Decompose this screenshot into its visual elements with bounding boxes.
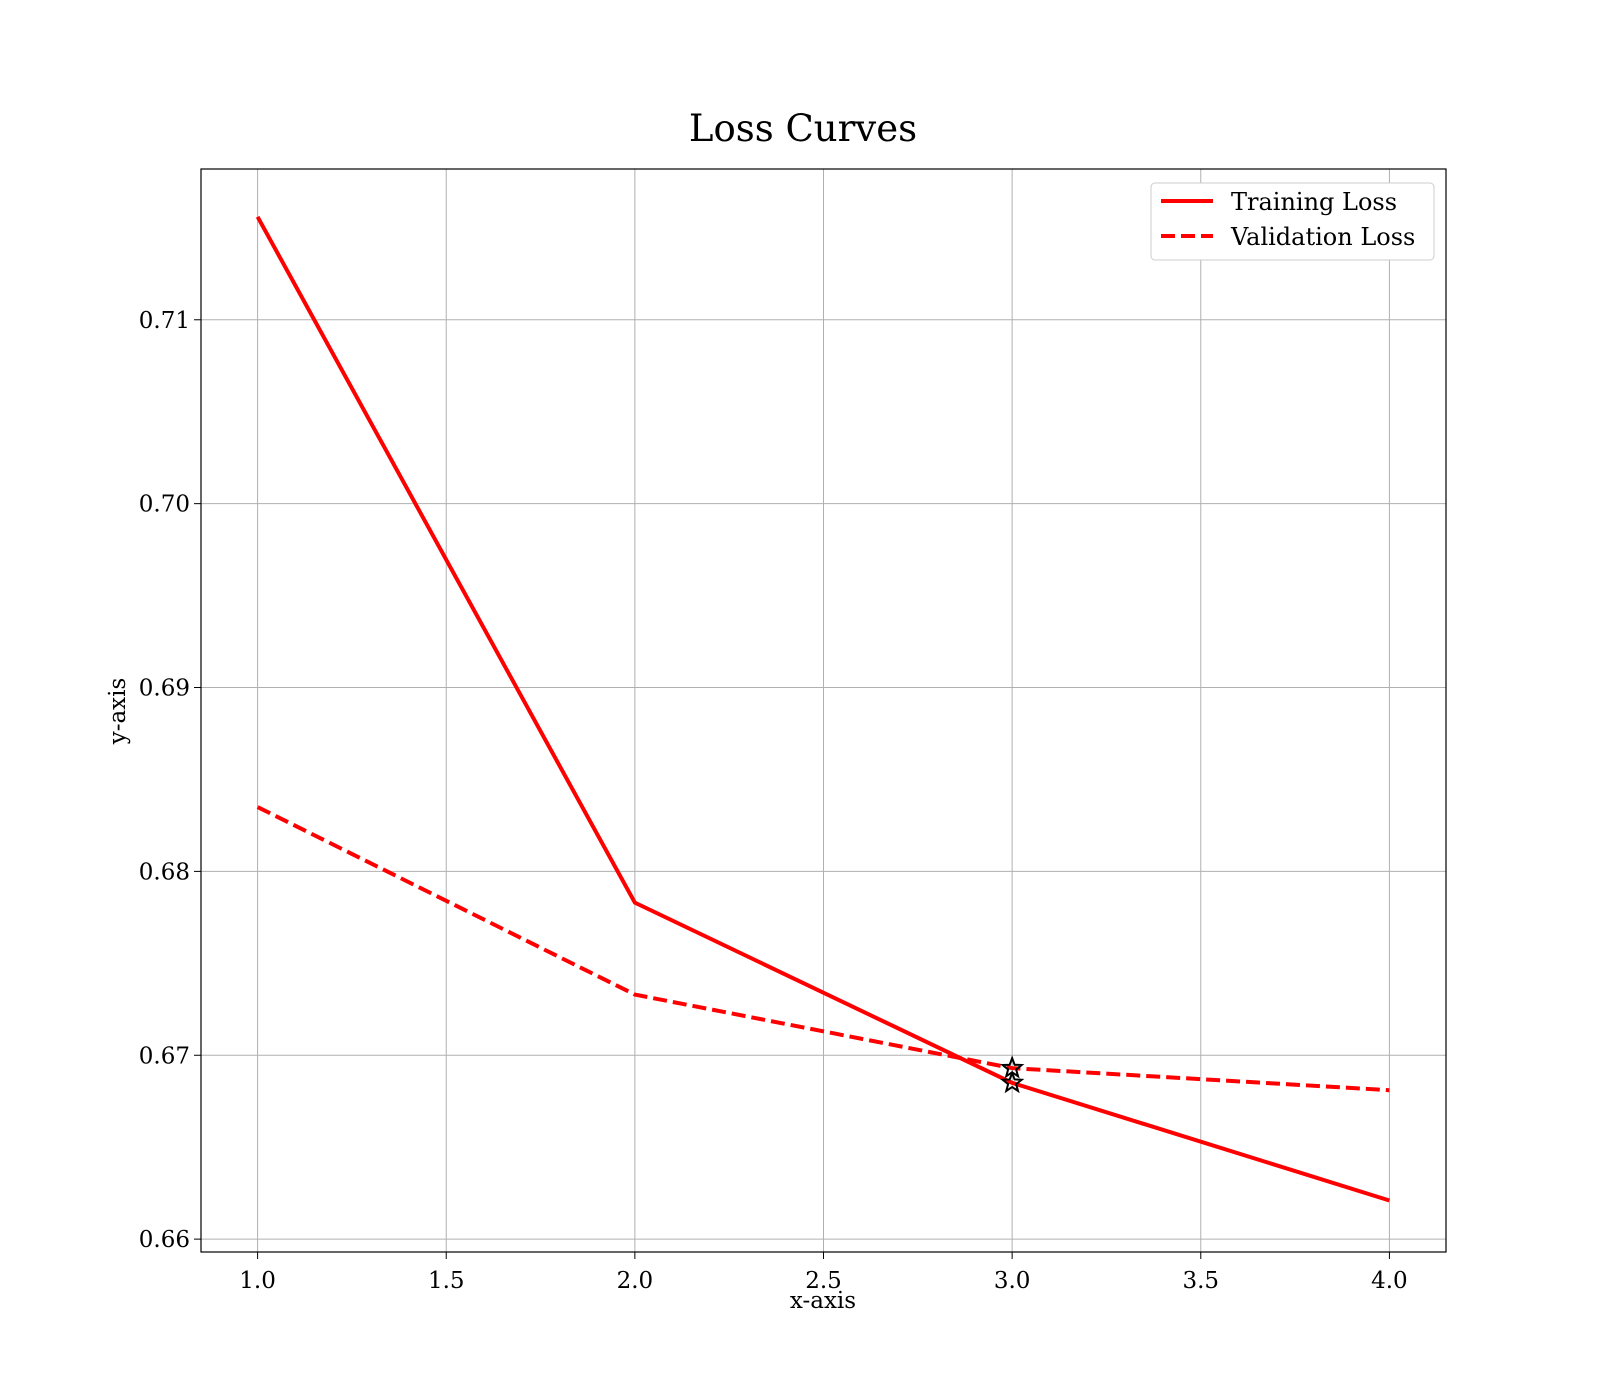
- y-tick-label: 0.70: [139, 492, 190, 518]
- x-tick-label: 3.5: [1182, 1268, 1219, 1294]
- star-marker: [999, 1069, 1025, 1094]
- y-axis-ticks: 0.66 0.67 0.68 0.69 0.70 0.71: [139, 308, 201, 1253]
- y-tick-label: 0.69: [139, 676, 190, 702]
- legend-label-validation-loss: Validation Loss: [1230, 223, 1415, 251]
- legend: Training Loss Validation Loss: [1150, 182, 1435, 261]
- marker-layer: [999, 1055, 1025, 1094]
- series-line-training-loss: [255, 215, 1391, 1203]
- x-tick-label: 3.0: [994, 1268, 1031, 1294]
- x-axis-label: x-axis: [790, 1288, 856, 1314]
- x-tick-label: 1.0: [239, 1268, 276, 1294]
- x-tick-label: 2.0: [617, 1268, 654, 1294]
- x-axis-ticks: 1.0 1.5 2.0 2.5 3.0 3.5 4.0: [239, 1252, 1408, 1294]
- series-layer: [255, 215, 1391, 1203]
- grid: [201, 169, 1446, 1252]
- x-tick-label: 4.0: [1371, 1268, 1408, 1294]
- x-tick-label: 2.5: [805, 1268, 842, 1294]
- x-tick-label: 1.5: [428, 1268, 465, 1294]
- y-tick-label: 0.68: [139, 859, 190, 885]
- y-axis-label: y-axis: [105, 678, 131, 746]
- y-tick-label: 0.67: [139, 1043, 190, 1069]
- y-tick-label: 0.71: [139, 308, 190, 334]
- series-line-validation-loss: [256, 805, 1390, 1093]
- chart-title: Loss Curves: [689, 107, 917, 150]
- legend-label-training-loss: Training Loss: [1231, 188, 1397, 216]
- y-tick-label: 0.66: [139, 1227, 190, 1253]
- legend-box: [1150, 182, 1435, 261]
